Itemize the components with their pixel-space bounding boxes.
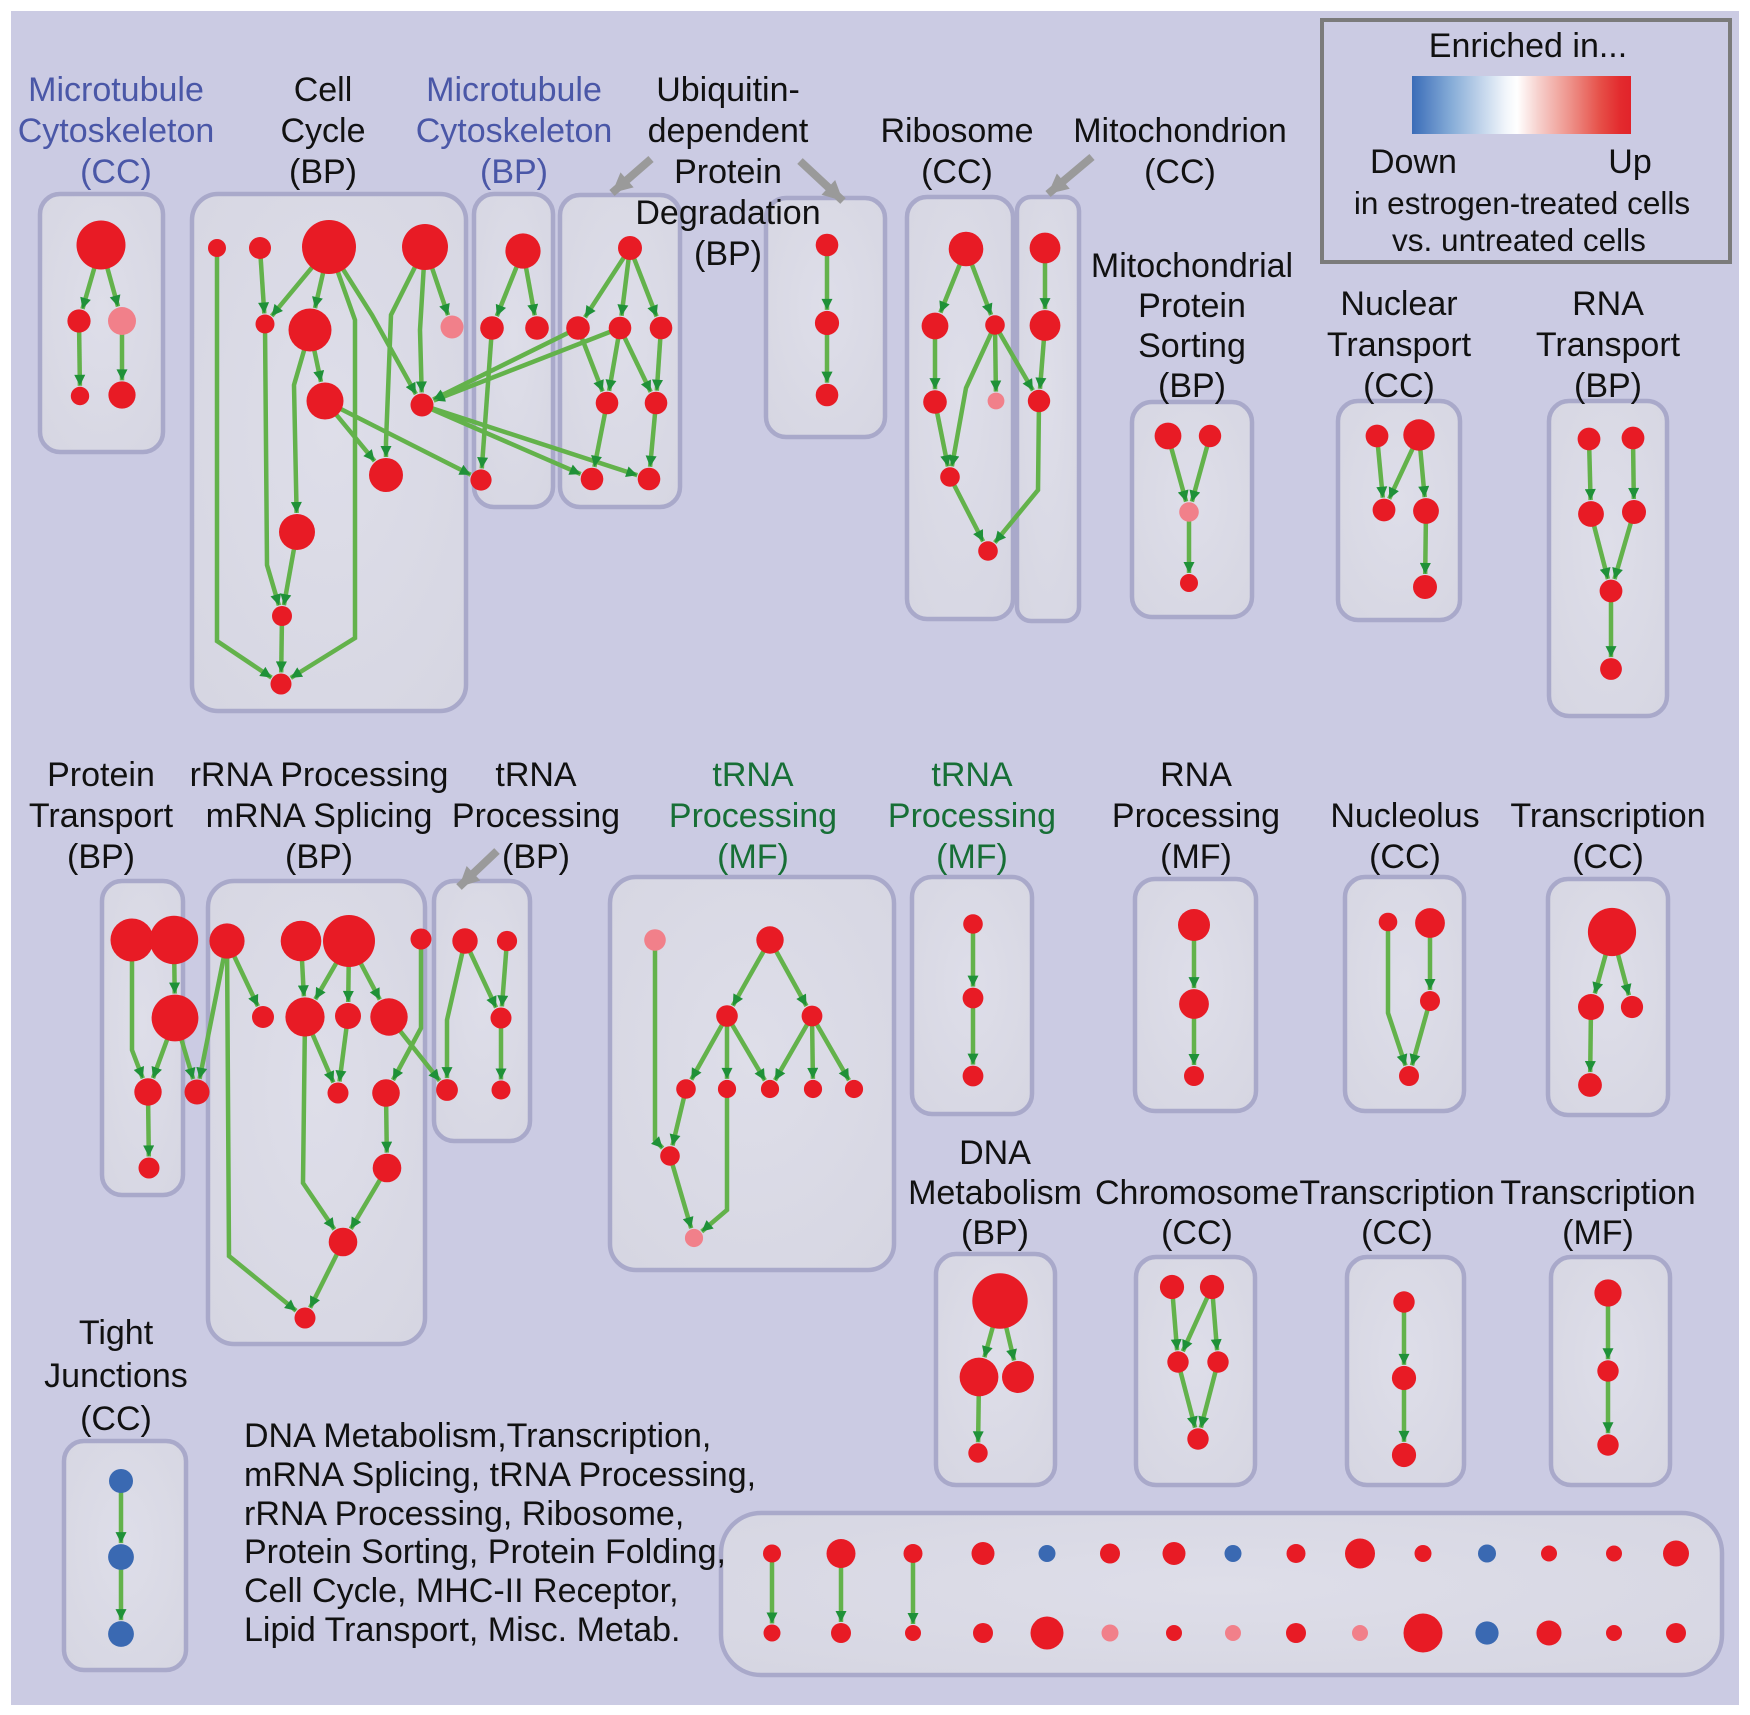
- svg-text:mRNA Splicing: mRNA Splicing: [206, 797, 433, 835]
- svg-text:Protein Sorting, Protein Foldi: Protein Sorting, Protein Folding,: [244, 1533, 726, 1571]
- svg-text:mRNA Splicing, tRNA Processing: mRNA Splicing, tRNA Processing,: [244, 1456, 756, 1494]
- svg-text:Transcription: Transcription: [1510, 797, 1705, 835]
- svg-text:Transport: Transport: [29, 797, 174, 835]
- svg-text:Transcription: Transcription: [1299, 1174, 1494, 1212]
- svg-text:(MF): (MF): [1562, 1214, 1634, 1252]
- svg-text:Tight: Tight: [79, 1314, 154, 1352]
- svg-text:Nuclear: Nuclear: [1340, 285, 1457, 323]
- svg-text:(BP): (BP): [961, 1214, 1029, 1252]
- svg-text:(MF): (MF): [717, 838, 789, 876]
- svg-text:Mitochondrion: Mitochondrion: [1073, 112, 1287, 150]
- svg-text:Cycle: Cycle: [280, 112, 365, 150]
- svg-text:Protein: Protein: [1138, 287, 1246, 325]
- svg-text:Protein: Protein: [674, 153, 782, 191]
- svg-text:Degradation: Degradation: [635, 194, 820, 232]
- svg-text:Transport: Transport: [1327, 326, 1472, 364]
- svg-text:(CC): (CC): [80, 1400, 152, 1438]
- svg-text:Cytoskeleton: Cytoskeleton: [18, 112, 215, 150]
- svg-text:Ribosome: Ribosome: [880, 112, 1033, 150]
- svg-text:Microtubule: Microtubule: [28, 71, 204, 109]
- svg-text:Nucleolus: Nucleolus: [1330, 797, 1479, 835]
- svg-text:(MF): (MF): [936, 838, 1008, 876]
- svg-text:(BP): (BP): [285, 838, 353, 876]
- svg-text:in estrogen-treated cells: in estrogen-treated cells: [1354, 185, 1690, 221]
- svg-text:Ubiquitin-: Ubiquitin-: [656, 71, 800, 109]
- svg-text:Cell: Cell: [294, 71, 353, 109]
- svg-text:Processing: Processing: [452, 797, 620, 835]
- svg-text:DNA: DNA: [959, 1134, 1031, 1172]
- svg-text:dependent: dependent: [648, 112, 809, 150]
- svg-text:tRNA: tRNA: [495, 756, 577, 794]
- svg-text:(MF): (MF): [1160, 838, 1232, 876]
- svg-text:(BP): (BP): [1574, 367, 1642, 405]
- svg-text:Junctions: Junctions: [44, 1357, 188, 1395]
- svg-text:(CC): (CC): [921, 153, 993, 191]
- svg-text:(CC): (CC): [1369, 838, 1441, 876]
- svg-text:Sorting: Sorting: [1138, 327, 1246, 365]
- svg-text:(BP): (BP): [289, 153, 357, 191]
- svg-text:(CC): (CC): [1161, 1214, 1233, 1252]
- svg-text:vs. untreated cells: vs. untreated cells: [1392, 222, 1646, 258]
- svg-text:rRNA Processing, Ribosome,: rRNA Processing, Ribosome,: [244, 1495, 684, 1533]
- svg-text:tRNA: tRNA: [931, 756, 1013, 794]
- svg-text:Cell Cycle, MHC-II Receptor,: Cell Cycle, MHC-II Receptor,: [244, 1572, 679, 1610]
- svg-text:(BP): (BP): [1158, 367, 1226, 405]
- svg-text:RNA: RNA: [1160, 756, 1232, 794]
- svg-text:Lipid Transport, Misc. Metab.: Lipid Transport, Misc. Metab.: [244, 1611, 681, 1649]
- svg-text:Mitochondrial: Mitochondrial: [1091, 247, 1293, 285]
- svg-text:(CC): (CC): [1572, 838, 1644, 876]
- svg-text:DNA Metabolism,Transcription,: DNA Metabolism,Transcription,: [244, 1417, 711, 1455]
- svg-text:(CC): (CC): [80, 153, 152, 191]
- svg-text:(CC): (CC): [1144, 153, 1216, 191]
- svg-text:Metabolism: Metabolism: [908, 1174, 1082, 1212]
- svg-text:Up: Up: [1608, 143, 1651, 181]
- svg-text:rRNA Processing: rRNA Processing: [190, 756, 449, 794]
- svg-text:Transcription: Transcription: [1500, 1174, 1695, 1212]
- svg-text:Transport: Transport: [1536, 326, 1681, 364]
- svg-text:Processing: Processing: [669, 797, 837, 835]
- svg-text:Cytoskeleton: Cytoskeleton: [416, 112, 613, 150]
- svg-text:(BP): (BP): [480, 153, 548, 191]
- svg-text:RNA: RNA: [1572, 285, 1644, 323]
- svg-text:Microtubule: Microtubule: [426, 71, 602, 109]
- svg-text:(BP): (BP): [67, 838, 135, 876]
- svg-text:Chromosome: Chromosome: [1095, 1174, 1299, 1212]
- svg-text:(CC): (CC): [1361, 1214, 1433, 1252]
- svg-text:Protein: Protein: [47, 756, 155, 794]
- svg-text:Enriched in...: Enriched in...: [1429, 27, 1627, 65]
- svg-text:(CC): (CC): [1363, 367, 1435, 405]
- svg-text:(BP): (BP): [502, 838, 570, 876]
- svg-text:Processing: Processing: [1112, 797, 1280, 835]
- svg-text:tRNA: tRNA: [712, 756, 794, 794]
- svg-text:Down: Down: [1370, 143, 1457, 181]
- svg-text:Processing: Processing: [888, 797, 1056, 835]
- svg-text:(BP): (BP): [694, 235, 762, 273]
